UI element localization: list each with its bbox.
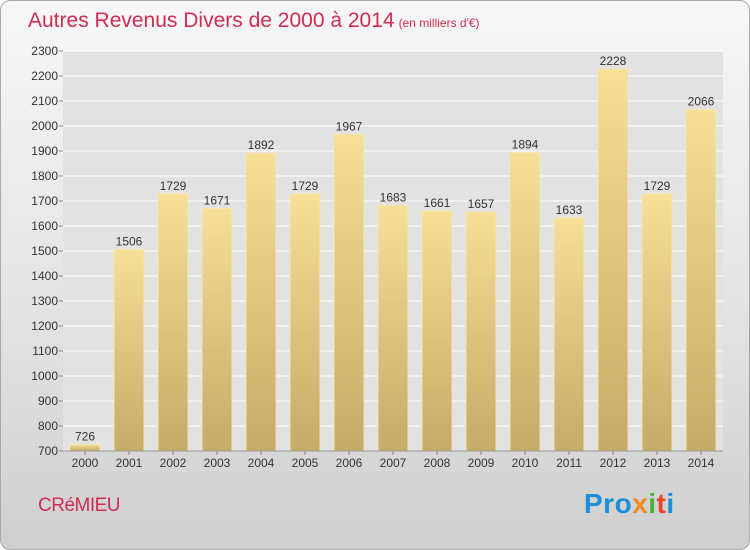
y-tick-label: 1200 bbox=[31, 319, 58, 333]
x-tick-label: 2001 bbox=[116, 456, 143, 470]
logo-part-3: i bbox=[648, 488, 657, 519]
bar bbox=[289, 193, 321, 452]
x-tick-label: 2011 bbox=[556, 456, 582, 470]
y-tick-label: 1600 bbox=[31, 219, 58, 233]
y-tick-label: 1800 bbox=[31, 169, 58, 183]
x-axis: 2000 2001 2002 2003 2004 2005 2006 2007 2008 2009… bbox=[63, 450, 723, 470]
y-axis: 700 800 900 1000 1100 1200 1300 1400 1500 1600 170… bbox=[31, 44, 63, 458]
x-tick-label: 2012 bbox=[600, 456, 627, 470]
bar bbox=[377, 204, 409, 452]
x-tick-label: 2013 bbox=[644, 456, 671, 470]
y-tick-label: 1300 bbox=[31, 294, 58, 308]
bar bbox=[421, 210, 453, 452]
bar-value-label: 2228 bbox=[600, 54, 627, 68]
x-tick-label: 2009 bbox=[468, 456, 495, 470]
x-tick-label: 2004 bbox=[248, 456, 275, 470]
bar bbox=[685, 109, 717, 452]
x-tick-label: 2006 bbox=[336, 456, 363, 470]
data-labels: 726 1506 1729 1671 1892 1729 1967 1683 1661 1657 1… bbox=[75, 54, 715, 444]
bar-value-label: 1671 bbox=[204, 193, 231, 207]
bars bbox=[69, 68, 717, 452]
logo-part-5: i bbox=[666, 488, 675, 519]
bar-value-label: 726 bbox=[75, 430, 95, 444]
bar bbox=[245, 152, 277, 452]
bar bbox=[465, 211, 497, 452]
x-tick-label: 2008 bbox=[424, 456, 451, 470]
bar-value-label: 1661 bbox=[424, 196, 451, 210]
bar-value-label: 1892 bbox=[248, 138, 275, 152]
logo-part-2: x bbox=[632, 488, 649, 519]
bar bbox=[553, 217, 585, 452]
bar-value-label: 1729 bbox=[160, 179, 187, 193]
bar bbox=[333, 133, 365, 452]
logo-part-1: Pro bbox=[584, 488, 633, 519]
y-tick-label: 1900 bbox=[31, 144, 58, 158]
x-tick-label: 2007 bbox=[380, 456, 407, 470]
x-tick-label: 2002 bbox=[160, 456, 187, 470]
bar-value-label: 1657 bbox=[468, 197, 495, 211]
y-tick-label: 800 bbox=[38, 419, 58, 433]
x-tick-label: 2010 bbox=[512, 456, 539, 470]
bar-value-label: 1729 bbox=[644, 179, 671, 193]
bar bbox=[509, 152, 541, 452]
y-tick-label: 1100 bbox=[32, 344, 58, 358]
bar bbox=[69, 444, 101, 452]
x-tick-label: 2014 bbox=[688, 456, 715, 470]
bar bbox=[157, 193, 189, 452]
y-tick-label: 2000 bbox=[31, 119, 58, 133]
y-tick-label: 2100 bbox=[31, 94, 58, 108]
x-tick-label: 2003 bbox=[204, 456, 231, 470]
y-tick-label: 700 bbox=[38, 444, 58, 458]
y-tick-label: 2300 bbox=[31, 44, 58, 58]
y-tick-label: 1400 bbox=[31, 269, 58, 283]
bar-value-label: 1506 bbox=[116, 235, 143, 249]
y-tick-label: 900 bbox=[38, 394, 58, 408]
y-tick-label: 1500 bbox=[31, 244, 58, 258]
bar-value-label: 2066 bbox=[688, 95, 715, 109]
bar-value-label: 1967 bbox=[336, 119, 363, 133]
y-tick-label: 1000 bbox=[31, 369, 58, 383]
town-name: CRéMIEU bbox=[38, 495, 121, 516]
x-tick-label: 2005 bbox=[292, 456, 319, 470]
y-tick-label: 1700 bbox=[31, 194, 58, 208]
chart-title-text: Autres Revenus Divers de 2000 à 2014 bbox=[28, 9, 395, 32]
bar-value-label: 1683 bbox=[380, 190, 407, 204]
proxiti-logo: Proxiti bbox=[584, 488, 675, 520]
bar bbox=[113, 249, 145, 452]
x-tick-label: 2000 bbox=[72, 456, 99, 470]
bar bbox=[641, 193, 673, 452]
chart-title: Autres Revenus Divers de 2000 à 2014 (en … bbox=[28, 9, 480, 33]
bar bbox=[597, 68, 629, 452]
bar-value-label: 1633 bbox=[556, 203, 583, 217]
bar-value-label: 1729 bbox=[292, 179, 319, 193]
bar-value-label: 1894 bbox=[512, 138, 539, 152]
bar bbox=[201, 207, 233, 452]
chart-title-unit: (en milliers d'€) bbox=[398, 16, 480, 30]
logo-part-4: t bbox=[656, 488, 667, 519]
y-tick-label: 2200 bbox=[31, 69, 58, 83]
